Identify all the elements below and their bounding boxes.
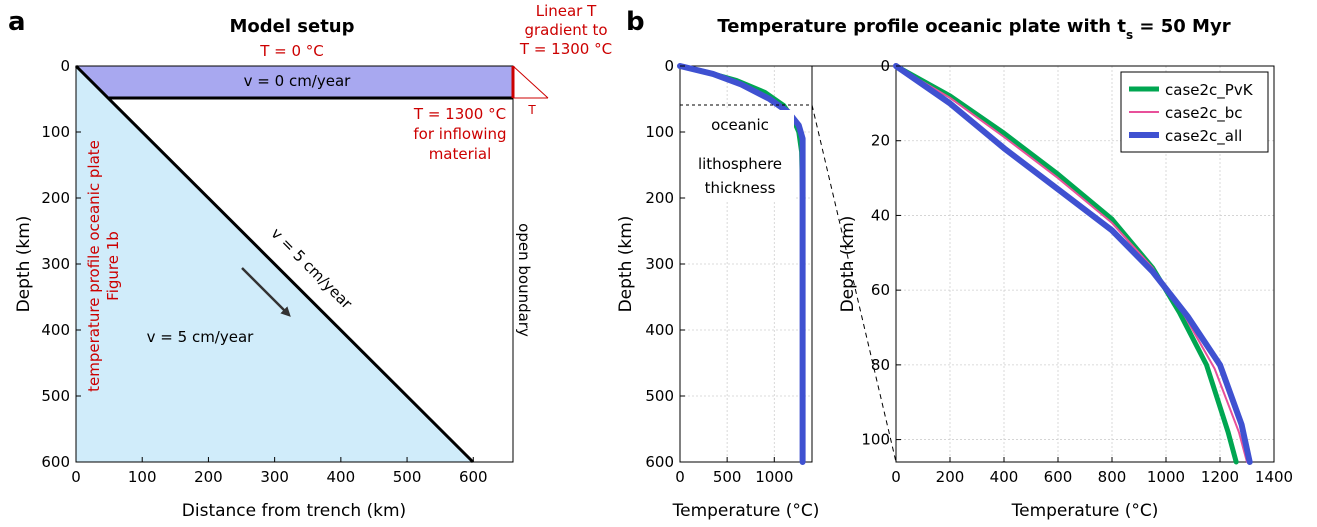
left-profile-label-line2: Figure 1b — [104, 231, 122, 301]
left-xtick-label: 500 — [713, 468, 742, 486]
panel-a-ytick-label: 300 — [41, 255, 70, 273]
legend: case2c_PvK case2c_bc case2c_all — [1120, 71, 1269, 153]
right-ytick-label: 100 — [861, 431, 890, 449]
legend-label-pvk: case2c_PvK — [1165, 81, 1254, 100]
left-ytick-label: 500 — [645, 387, 674, 405]
panel-a-ytick-label: 200 — [41, 189, 70, 207]
right-frame — [895, 65, 1275, 463]
right-xtick-label: 200 — [936, 468, 965, 486]
linear-t-line1: Linear T — [536, 2, 597, 20]
right-xtick-label: 600 — [1044, 468, 1073, 486]
left-xlabel: Temperature (°C) — [672, 501, 820, 521]
zoom-connector-bottom — [811, 104, 897, 463]
panel-a-xtick-label: 300 — [260, 468, 289, 486]
panel-a-yticks: 0 100 200 300 400 500 600 — [41, 57, 81, 471]
right-xtick-label: 400 — [990, 468, 1019, 486]
t1300-line3: material — [429, 145, 492, 163]
right-yticks: 0 20 40 60 80 100 — [861, 57, 901, 449]
panel-b-letter: b — [626, 7, 645, 37]
annotation-line1: oceanic — [711, 116, 769, 134]
mantle-velocity-label: v = 5 cm/year — [147, 328, 255, 346]
series-line-case2c-pvk — [893, 63, 1239, 465]
panel-a-ytick-label: 400 — [41, 321, 70, 339]
panel-a-xtick-label: 100 — [128, 468, 157, 486]
legend-label-all: case2c_all — [1165, 127, 1242, 146]
linear-t-line2: gradient to — [524, 21, 607, 39]
annotation-line3: thickness — [705, 179, 776, 197]
right-xtick-label: 1400 — [1255, 468, 1293, 486]
right-xtick-label: 0 — [891, 468, 901, 486]
panel-a-xtick-label: 0 — [71, 468, 81, 486]
t1300-line2: for inflowing — [413, 125, 506, 143]
panel-a-ytick-label: 0 — [60, 57, 70, 75]
gradient-triangle-hyp — [512, 65, 549, 99]
annotation-background — [688, 110, 794, 202]
open-boundary-label: open boundary — [515, 223, 533, 337]
left-ytick-label: 300 — [645, 255, 674, 273]
right-xtick-label: 1200 — [1201, 468, 1239, 486]
panel-a-ytick-label: 500 — [41, 387, 70, 405]
left-profile-label-line1: temperature profile oceanic plate — [85, 140, 103, 392]
right-xlabel: Temperature (°C) — [1011, 501, 1159, 521]
legend-label-bc: case2c_bc — [1165, 104, 1243, 123]
left-ytick-label: 100 — [645, 123, 674, 141]
left-xticks: 0 500 1000 — [675, 457, 793, 486]
panel-a-ytick-label: 100 — [41, 123, 70, 141]
right-xtick-label: 1000 — [1147, 468, 1185, 486]
panel-a-ylabel: Depth (km) — [14, 216, 34, 313]
left-ytick-label: 0 — [664, 57, 674, 75]
panel-a-xtick-label: 500 — [393, 468, 422, 486]
panel-b-title: Temperature profile oceanic plate with t… — [717, 16, 1230, 42]
right-ytick-label: 20 — [871, 132, 890, 150]
left-xtick-label: 0 — [675, 468, 685, 486]
left-xtick-label: 1000 — [755, 468, 793, 486]
slab-arrow — [241, 267, 291, 317]
left-ytick-label: 600 — [645, 453, 674, 471]
overriding-plate-region — [76, 66, 513, 98]
panel-a-xtick-label: 400 — [327, 468, 356, 486]
panel-a-xtick-label: 600 — [459, 468, 488, 486]
right-ytick-label: 60 — [871, 281, 890, 299]
panel-a-ytick-label: 600 — [41, 453, 70, 471]
right-ytick-label: 80 — [871, 356, 890, 374]
t1300-line1: T = 1300 °C — [413, 105, 506, 123]
panel-a-plot: T v = 0 cm/year T = 1300 °C for inflowin… — [74, 64, 549, 464]
panel-b-left-plot: oceanic lithosphere thickness — [677, 63, 813, 465]
right-xtick-label: 800 — [1098, 468, 1127, 486]
left-ytick-label: 400 — [645, 321, 674, 339]
panel-b-right-plot: case2c_PvK case2c_bc case2c_all — [893, 63, 1275, 465]
small-t-label: T — [527, 103, 536, 117]
series-line-case2c-bc — [895, 65, 1248, 463]
right-grid — [896, 66, 1274, 462]
right-ytick-label: 40 — [871, 206, 890, 224]
annotation-line2: lithosphere — [698, 155, 782, 173]
linear-t-line3: T = 1300 °C — [519, 40, 612, 58]
panel-a-title: Model setup — [229, 16, 354, 37]
panel-a-letter: a — [8, 7, 26, 37]
panel-a-xlabel: Distance from trench (km) — [182, 501, 406, 521]
right-ytick-label: 0 — [880, 57, 890, 75]
right-xticks: 0 200 400 600 800 1000 1200 1400 — [891, 457, 1293, 486]
series-line-case2c-all — [893, 63, 1253, 465]
right-series — [893, 63, 1253, 465]
right-ylabel: Depth (km) — [838, 216, 858, 313]
slab-top-line — [74, 64, 475, 464]
top-temperature-label: T = 0 °C — [259, 42, 324, 60]
v0-label: v = 0 cm/year — [244, 72, 352, 90]
left-yticks: 0 100 200 300 400 500 600 — [645, 57, 685, 471]
left-ytick-label: 200 — [645, 189, 674, 207]
panel-a-xtick-label: 200 — [194, 468, 223, 486]
left-ylabel: Depth (km) — [616, 216, 636, 313]
panel-a-xticks: 0 100 200 300 400 500 600 — [71, 457, 488, 486]
